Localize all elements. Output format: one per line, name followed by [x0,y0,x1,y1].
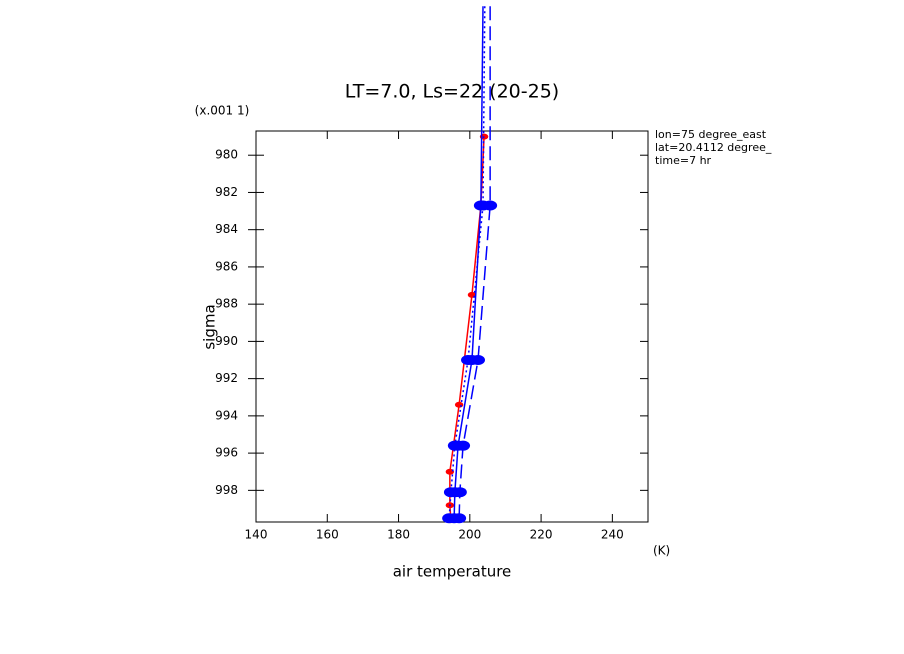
y-tick-label: 998 [215,483,238,497]
marker [445,468,455,475]
marker [454,401,464,408]
y-tick-label: 996 [215,446,238,460]
marker [447,440,462,451]
series-line [448,6,486,519]
marker [452,513,467,524]
chart-title: LT=7.0, Ls=22 (20-25) [345,81,559,103]
y-tick-label: 984 [215,222,238,236]
x-unit: (K) [653,544,670,558]
note: time=7 hr [655,154,712,167]
x-tick-label: 220 [530,528,553,542]
y-tick-label: 980 [215,148,238,162]
x-tick-label: 200 [458,528,481,542]
x-tick-label: 160 [316,528,339,542]
x-tick-label: 180 [387,528,410,542]
y-axis-label: sigma [201,304,219,349]
y-tick-label: 992 [215,371,238,385]
y-tick-label: 990 [215,334,238,348]
plot-frame [255,130,649,523]
x-tick-label: 240 [601,528,624,542]
x-tick-label: 140 [245,528,268,542]
x-axis-label: air temperature [393,563,512,581]
marker [471,355,486,366]
y-tick-label: 982 [215,185,238,199]
y-tick-label: 988 [215,297,238,311]
note: lon=75 degree_east [655,128,767,141]
y-tick-label: 994 [215,408,238,422]
note: lat=20.4112 degree_ [655,141,772,154]
marker [443,487,458,498]
marker [461,355,476,366]
marker [476,200,491,211]
y-unit: (x.001 1) [195,104,250,118]
y-tick-label: 986 [215,259,238,273]
marker [442,513,457,524]
series-line [449,136,485,521]
